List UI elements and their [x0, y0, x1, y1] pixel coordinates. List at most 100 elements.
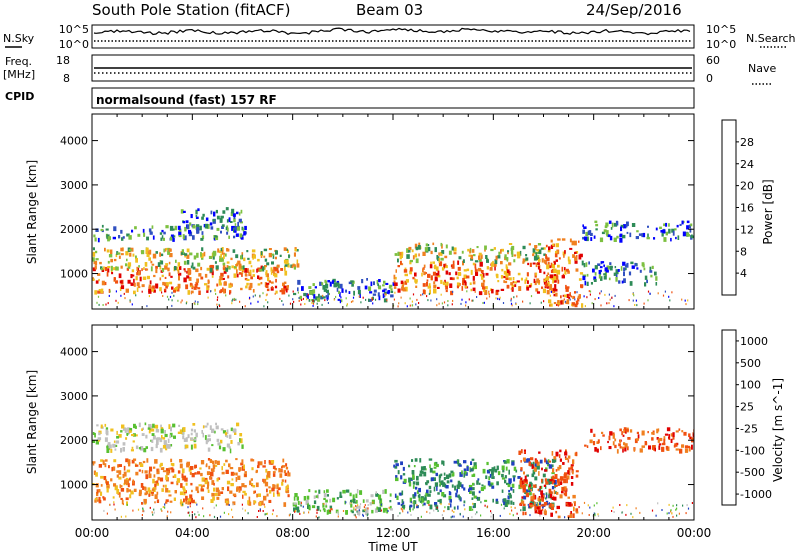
echo-cell	[326, 494, 329, 497]
noise-cell	[355, 516, 357, 519]
noise-cell	[131, 303, 133, 306]
echo-cell	[260, 265, 263, 269]
echo-cell	[619, 440, 622, 443]
echo-cell	[339, 292, 341, 297]
echo-cell	[153, 466, 156, 469]
echo-cell	[534, 476, 538, 481]
echo-cell	[384, 507, 388, 511]
echo-cell	[240, 255, 242, 260]
echo-cell	[207, 447, 211, 452]
echo-cell	[308, 506, 311, 511]
echo-cell	[472, 482, 475, 486]
echo-cell	[168, 248, 172, 252]
echo-cell	[221, 224, 225, 227]
echo-cell	[242, 265, 245, 270]
noise-cell	[563, 298, 565, 301]
echo-cell	[537, 488, 540, 491]
echo-cell	[354, 500, 358, 504]
echo-cell	[145, 446, 148, 449]
echo-cell	[536, 255, 540, 258]
echo-cell	[574, 251, 577, 254]
echo-cell	[155, 251, 158, 254]
echo-cell	[145, 474, 149, 480]
echo-cell	[232, 249, 236, 253]
noise-cell	[244, 305, 246, 308]
echo-cell	[522, 489, 526, 493]
freq-strip: Freq. [MHz] 18 8 60 0 Nave	[3, 54, 776, 85]
noise-cell	[393, 298, 395, 301]
echo-cell	[557, 264, 560, 268]
echo-cell	[670, 237, 672, 242]
echo-cell	[156, 468, 160, 472]
echo-cell	[489, 267, 493, 271]
echo-cell	[241, 270, 244, 274]
echo-cell	[548, 494, 550, 499]
noise-cell	[122, 503, 124, 506]
echo-region	[293, 278, 396, 303]
echo-cell	[145, 434, 148, 439]
echo-cell	[238, 263, 242, 269]
echo-cell	[433, 486, 436, 492]
echo-cell	[450, 479, 453, 483]
echo-cell	[168, 494, 172, 497]
echo-cell	[553, 456, 557, 460]
echo-cell	[154, 494, 158, 499]
echo-cell	[211, 492, 215, 497]
echo-cell	[217, 492, 221, 496]
echo-cell	[635, 263, 638, 266]
echo-cell	[115, 253, 118, 258]
echo-cell	[394, 493, 397, 498]
noise-cell	[312, 299, 314, 302]
noise-cell	[668, 503, 670, 506]
echo-cell	[101, 269, 105, 272]
echo-cell	[298, 297, 301, 299]
echo-cell	[623, 442, 626, 446]
echo-cell	[131, 446, 134, 449]
echo-cell	[468, 488, 470, 492]
noise-cell	[676, 514, 678, 517]
echo-cell	[215, 422, 217, 426]
echo-cell	[642, 232, 646, 238]
echo-cell	[681, 444, 685, 448]
noise-cell	[215, 504, 217, 507]
echo-cell	[276, 270, 280, 274]
echo-cell	[113, 258, 117, 262]
echo-cell	[170, 481, 174, 485]
echo-cell	[200, 472, 203, 477]
echo-cell	[440, 242, 443, 247]
echo-cell	[549, 274, 554, 279]
noise-cell	[471, 516, 473, 519]
echo-cell	[118, 476, 122, 480]
echo-cell	[303, 496, 307, 501]
echo-cell	[574, 256, 578, 261]
echo-cell	[165, 488, 169, 493]
noise-cell	[484, 504, 486, 507]
noise-cell	[333, 298, 335, 301]
echo-cell	[329, 505, 333, 509]
echo-cell	[148, 493, 150, 497]
nsearch-tick-top: 10^5	[706, 23, 736, 36]
echo-cell	[238, 488, 241, 493]
echo-cell	[582, 229, 585, 234]
noise-cell	[107, 302, 109, 305]
echo-cell	[564, 491, 568, 497]
echo-cell	[230, 427, 233, 432]
noise-cell	[534, 501, 536, 504]
echo-cell	[528, 243, 531, 246]
echo-cell	[230, 212, 234, 216]
echo-cell	[229, 282, 232, 286]
echo-cell	[203, 251, 206, 257]
echo-cell	[509, 494, 512, 499]
echo-cell	[409, 270, 412, 275]
echo-cell	[372, 296, 374, 300]
echo-cell	[345, 510, 348, 515]
echo-cell	[308, 489, 311, 493]
echo-cell	[135, 255, 137, 259]
echo-cell	[190, 214, 193, 219]
echo-cell	[458, 464, 462, 467]
noise-cell	[606, 302, 608, 305]
echo-cell	[140, 483, 144, 488]
echo-cell	[323, 508, 326, 513]
echo-cell	[114, 448, 117, 451]
